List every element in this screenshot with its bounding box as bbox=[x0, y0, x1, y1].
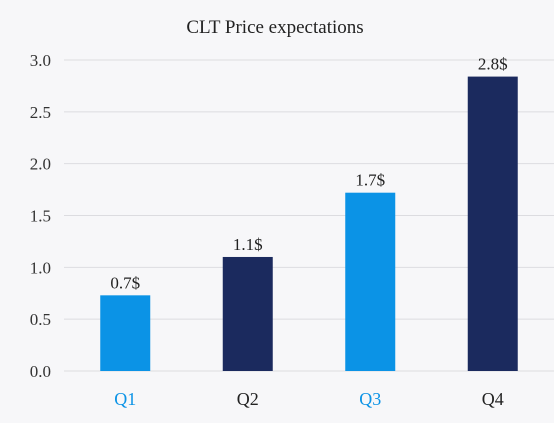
y-tick-label: 1.5 bbox=[30, 207, 51, 226]
y-axis-tick-labels: 0.0 0.5 1.0 1.5 2.0 2.5 3.0 bbox=[30, 51, 51, 381]
category-label-q1: Q1 bbox=[114, 389, 136, 409]
y-tick-label: 2.5 bbox=[30, 103, 51, 122]
data-label-q4: 2.8$ bbox=[478, 55, 508, 74]
x-axis-category-labels: Q1 Q2 Q3 Q4 bbox=[114, 389, 504, 409]
category-label-q2: Q2 bbox=[237, 389, 259, 409]
y-tick-label: 2.0 bbox=[30, 155, 51, 174]
category-label-q4: Q4 bbox=[482, 389, 504, 409]
bars bbox=[100, 76, 518, 371]
y-tick-label: 3.0 bbox=[30, 51, 51, 70]
data-label-q3: 1.7$ bbox=[355, 171, 385, 190]
bar-q4 bbox=[467, 76, 518, 371]
bar-q1 bbox=[100, 295, 151, 371]
y-tick-label: 0.5 bbox=[30, 310, 51, 329]
y-tick-label: 0.0 bbox=[30, 362, 51, 381]
category-label-q3: Q3 bbox=[359, 389, 381, 409]
y-tick-label: 1.0 bbox=[30, 258, 51, 277]
data-label-q2: 1.1$ bbox=[233, 235, 263, 254]
bar-q3 bbox=[345, 192, 396, 371]
data-labels: 0.7$ 1.1$ 1.7$ 2.8$ bbox=[110, 55, 507, 293]
chart-title: CLT Price expectations bbox=[186, 17, 363, 38]
bar-q2 bbox=[222, 256, 273, 371]
data-label-q1: 0.7$ bbox=[110, 273, 140, 292]
